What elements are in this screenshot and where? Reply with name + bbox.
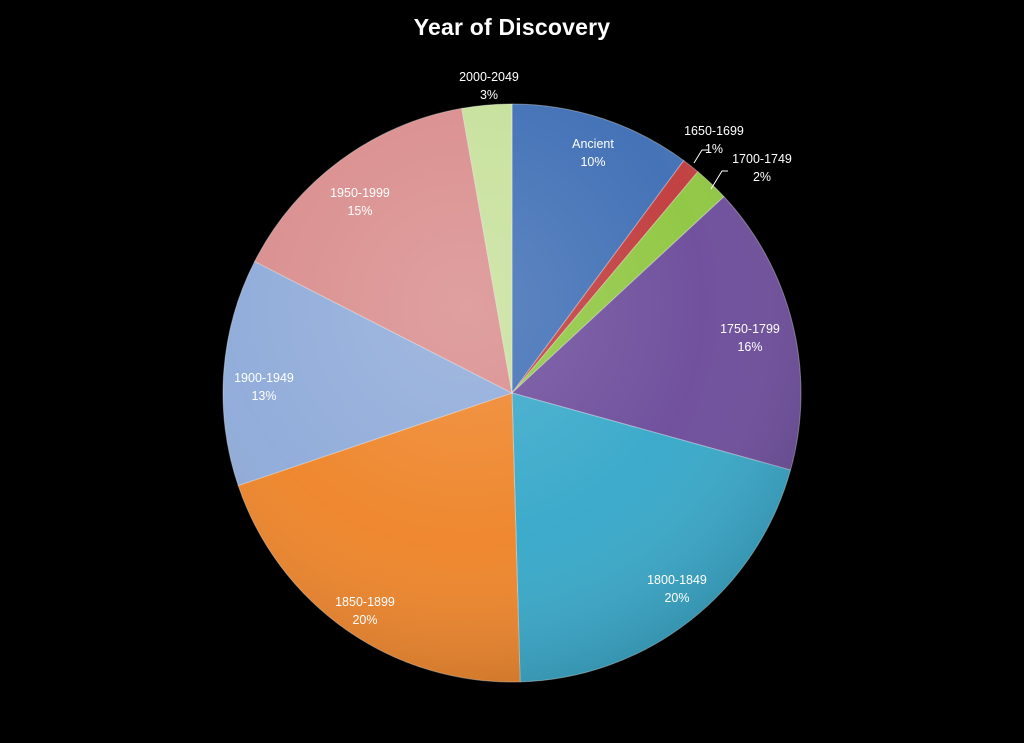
slice-label-1800-1849: 1800-1849	[647, 573, 707, 587]
slice-label-1850-1899: 1850-1899	[335, 595, 395, 609]
leader-line-1650-1699	[693, 149, 708, 164]
slice-percent-1650-1699: 1%	[705, 142, 723, 156]
leader-line-1700-1749	[710, 170, 728, 190]
slice-label-1900-1949: 1900-1949	[234, 371, 294, 385]
slice-percent-1850-1899: 20%	[352, 613, 377, 627]
slice-percent-1950-1999: 15%	[347, 204, 372, 218]
slice-percent-2000-2049: 3%	[480, 88, 498, 102]
slice-label-1950-1999: 1950-1999	[330, 186, 390, 200]
chart-title: Year of Discovery	[413, 14, 611, 40]
slice-label-1750-1799: 1750-1799	[720, 322, 780, 336]
slice-label-2000-2049: 2000-2049	[459, 70, 519, 84]
slice-label-1700-1749: 1700-1749	[732, 152, 792, 166]
slice-label-1650-1699: 1650-1699	[684, 124, 744, 138]
slice-percent-1800-1849: 20%	[664, 591, 689, 605]
slice-label-ancient: Ancient	[572, 137, 614, 151]
slice-percent-1700-1749: 2%	[753, 170, 771, 184]
slice-percent-1900-1949: 13%	[251, 389, 276, 403]
slice-percent-ancient: 10%	[580, 155, 605, 169]
slice-percent-1750-1799: 16%	[737, 340, 762, 354]
